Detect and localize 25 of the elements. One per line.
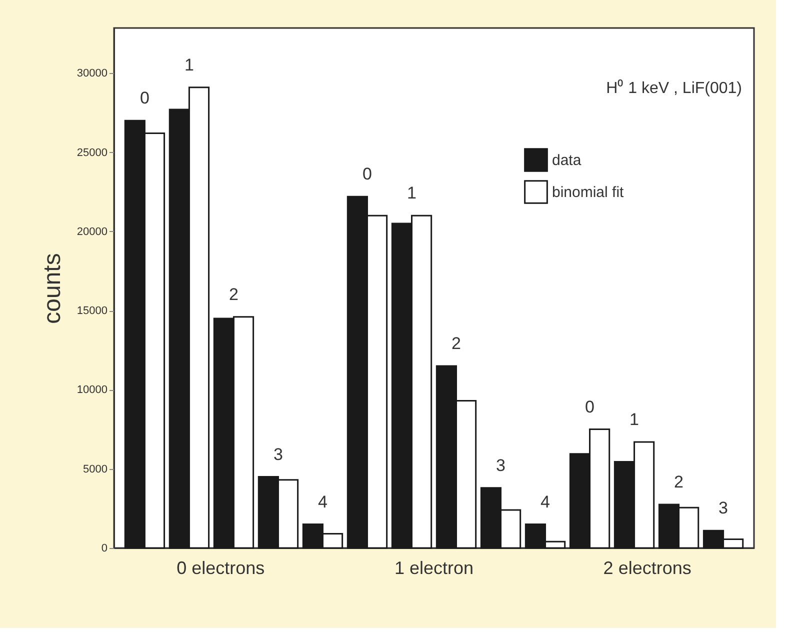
x-tick-label: 2 [228, 284, 238, 304]
x-tick-label: 1 [630, 410, 640, 429]
y-tick-label: 25000 [76, 146, 108, 159]
text: 1 electron [394, 558, 474, 578]
x-tick-label: 3 [496, 456, 506, 475]
x-tick-label: 1 [407, 184, 416, 203]
text: H⁰ 1 keV , LiF(001) [606, 79, 742, 97]
x-tick-label: 3 [718, 498, 728, 518]
y-tick-label: 15000 [76, 305, 108, 318]
y-tick-label: 30000 [76, 68, 108, 80]
text: 2 electrons [603, 558, 692, 578]
legend-label: binomial fit [552, 184, 625, 201]
y-axis-title: counts [38, 253, 66, 324]
x-tick-label: 2 [452, 334, 461, 353]
text: 0 electrons [176, 558, 265, 578]
y-tick-label: 0 [101, 542, 108, 554]
y-tick-label: 5000 [83, 463, 108, 476]
x-tick-label: 4 [318, 492, 328, 512]
x-tick-label: 1 [184, 55, 194, 74]
x-tick-label: 2 [674, 472, 684, 492]
legend-label: data [552, 152, 582, 169]
y-tick-label: 10000 [76, 384, 108, 396]
x-tick-label: 4 [540, 492, 550, 512]
x-tick-label: 3 [273, 444, 283, 464]
y-tick-label: 20000 [76, 226, 108, 238]
